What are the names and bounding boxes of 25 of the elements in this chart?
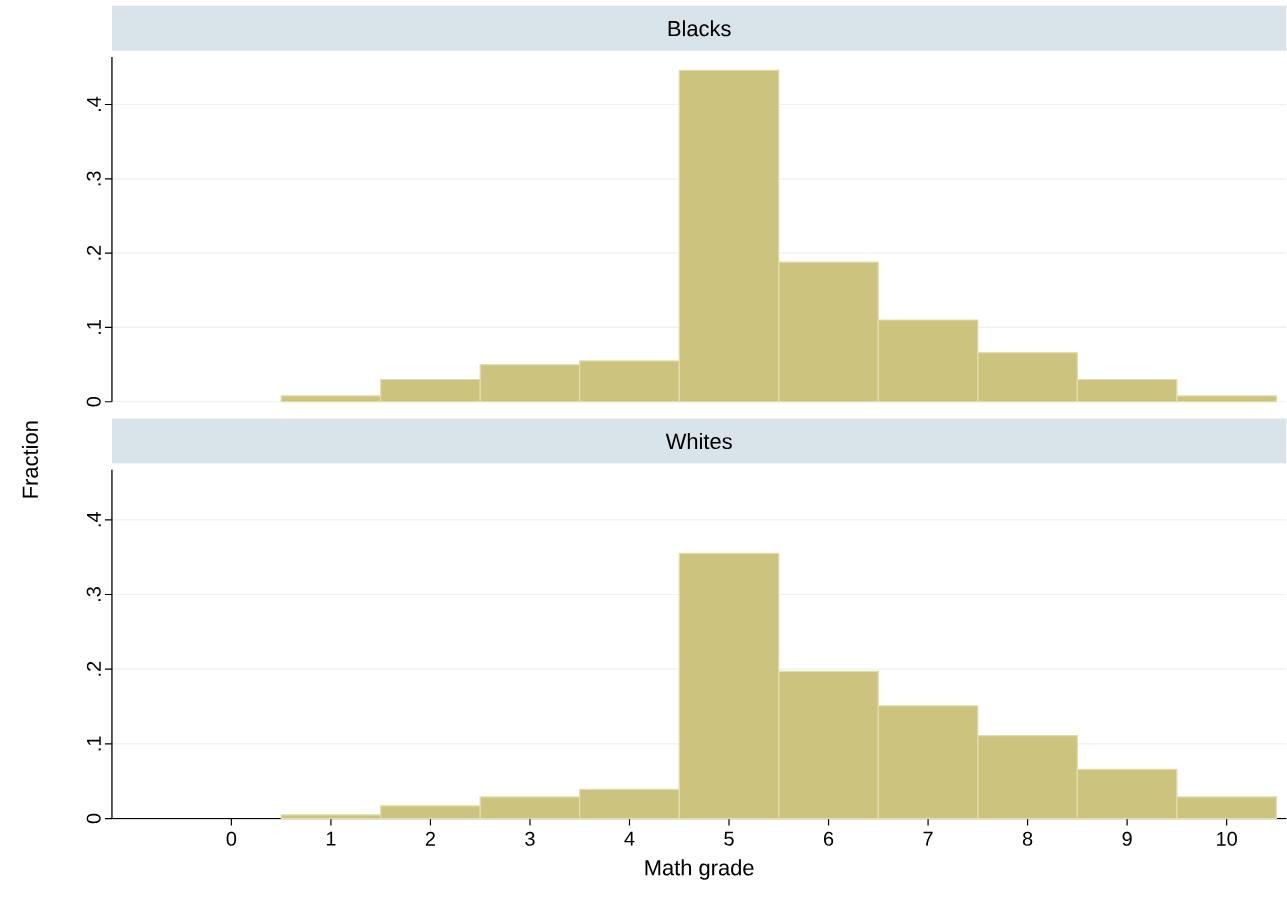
chart-title: Blacks	[668, 20, 731, 37]
x-tick-label: 8	[1022, 832, 1033, 847]
x-tick-label: 5	[724, 832, 734, 846]
x-tick-label: 9	[1122, 832, 1132, 847]
y-tick-label: .2	[86, 246, 101, 260]
chart-title: Whites	[665, 433, 732, 450]
y-axis-title: Fraction	[21, 421, 39, 498]
y-tick-label: .4	[87, 97, 101, 112]
x-tick-label: 1	[326, 832, 336, 846]
x-tick-label: 0	[226, 832, 237, 847]
x-axis-title: Math grade	[645, 859, 754, 881]
y-tick-label: .4	[87, 512, 101, 527]
x-tick-label: 2	[425, 832, 435, 846]
x-tick-label: 6	[824, 832, 834, 847]
y-tick-label: 0	[86, 814, 101, 824]
y-tick-label: .3	[86, 587, 101, 602]
y-tick-label: 0	[86, 397, 101, 407]
x-tick-label: 4	[624, 832, 635, 846]
x-tick-label: 10	[1217, 832, 1237, 847]
y-tick-label: .3	[86, 171, 101, 186]
y-tick-label: .2	[86, 662, 101, 676]
x-tick-label: 3	[525, 832, 535, 847]
y-tick-label: .1	[87, 320, 101, 335]
y-tick-label: .1	[87, 736, 101, 751]
x-tick-label: 7	[923, 832, 933, 846]
